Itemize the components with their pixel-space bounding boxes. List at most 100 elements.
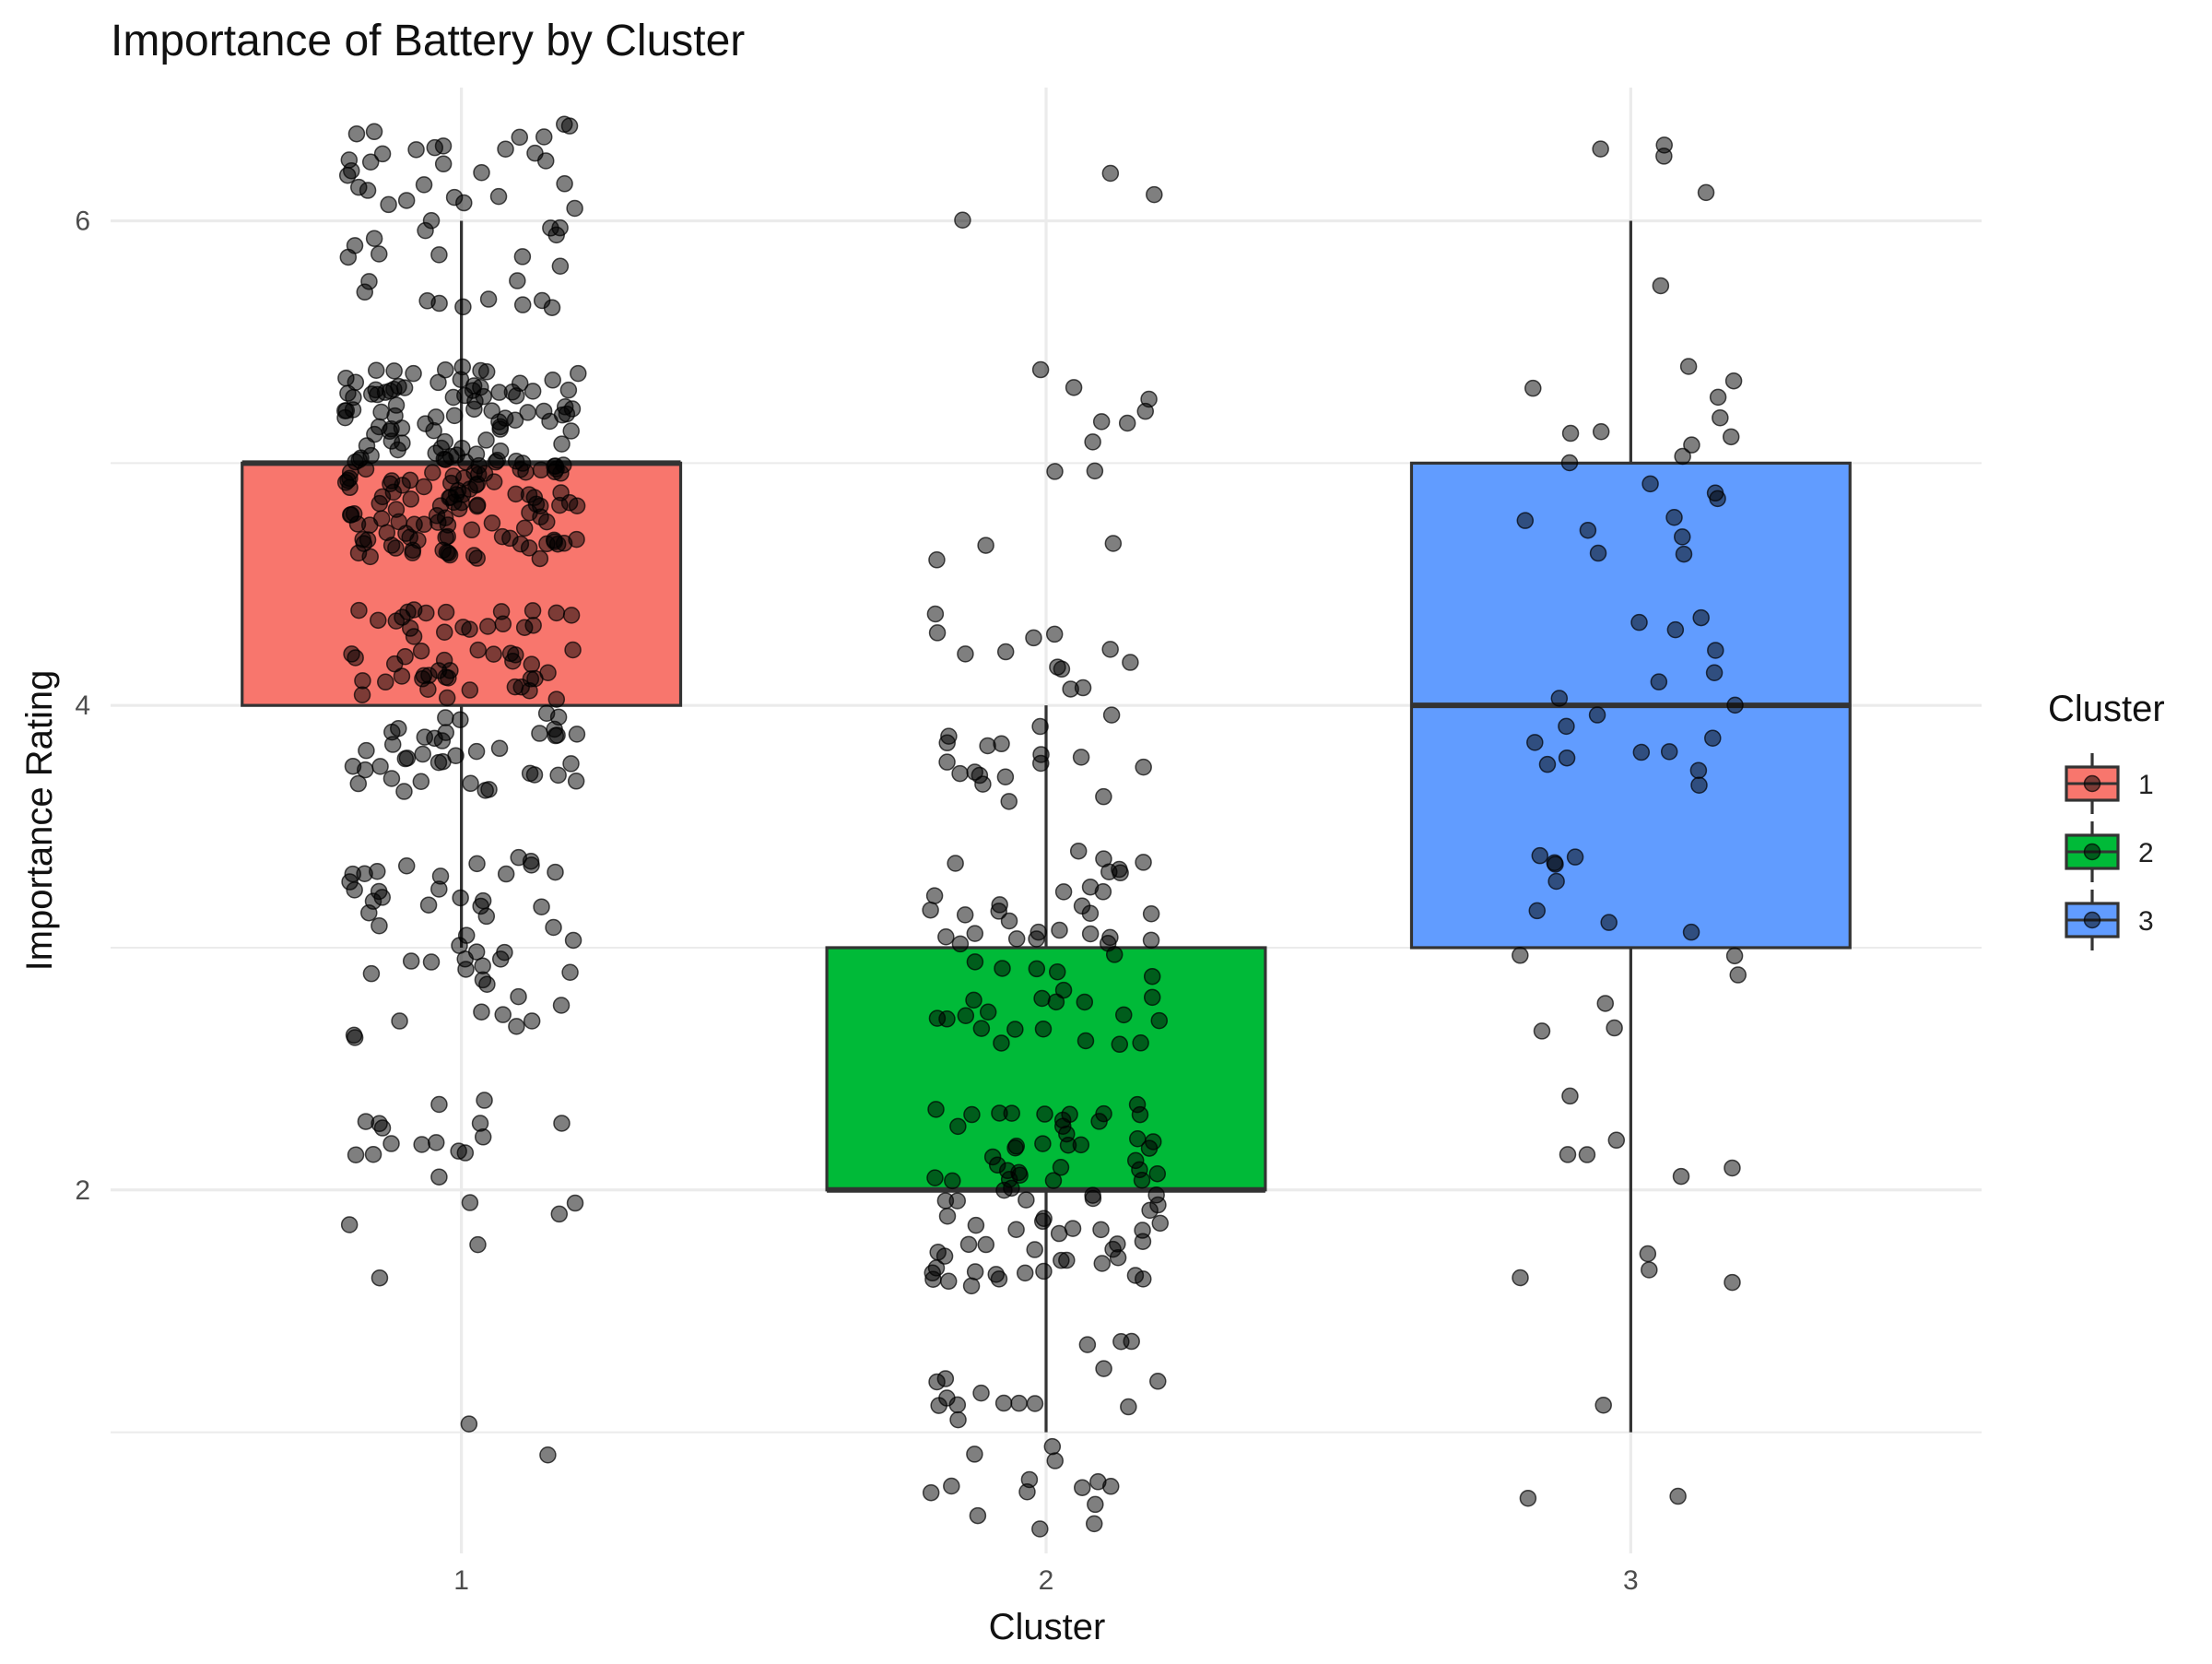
data-point xyxy=(339,471,357,490)
data-point xyxy=(1011,1166,1029,1185)
data-point xyxy=(345,1026,363,1044)
data-point xyxy=(429,753,448,772)
data-point xyxy=(1007,1221,1025,1238)
data-point xyxy=(928,1373,946,1391)
data-point xyxy=(1104,535,1123,552)
data-point xyxy=(1666,620,1685,639)
data-point xyxy=(966,763,983,781)
data-point xyxy=(1725,947,1744,965)
data-point xyxy=(524,383,542,400)
data-point xyxy=(1143,988,1161,1007)
data-point xyxy=(1034,1020,1053,1038)
data-point xyxy=(1010,1394,1028,1412)
data-point xyxy=(418,292,436,310)
data-point xyxy=(350,451,368,469)
data-point xyxy=(513,296,532,313)
data-point xyxy=(1142,931,1160,950)
data-point xyxy=(478,975,496,993)
data-point xyxy=(397,857,416,875)
data-point xyxy=(1692,608,1710,627)
data-point xyxy=(556,115,573,134)
data-point xyxy=(994,960,1011,977)
data-point xyxy=(391,1012,408,1030)
data-point xyxy=(510,848,527,867)
data-point xyxy=(503,384,522,401)
data-point xyxy=(1058,1251,1076,1269)
data-point xyxy=(963,1105,981,1124)
data-point xyxy=(562,422,580,440)
data-point xyxy=(485,473,503,490)
data-point xyxy=(940,727,958,745)
data-point xyxy=(469,641,487,659)
data-point xyxy=(1069,842,1088,860)
legend-entry-3: 3 xyxy=(2065,890,2154,950)
data-point xyxy=(497,140,514,158)
data-point xyxy=(549,766,567,785)
data-point xyxy=(522,670,540,688)
data-point xyxy=(937,928,955,946)
data-point xyxy=(566,1194,584,1212)
data-point xyxy=(1031,1520,1049,1538)
data-point xyxy=(1093,1255,1112,1272)
data-point xyxy=(357,761,374,779)
data-point xyxy=(996,768,1015,785)
data-point xyxy=(1655,148,1673,165)
data-point xyxy=(1101,164,1120,183)
data-point xyxy=(468,855,486,873)
data-point xyxy=(938,1010,956,1028)
x-tick-label-2: 2 xyxy=(1039,1565,1054,1596)
data-point xyxy=(339,248,358,266)
data-point xyxy=(1561,1087,1579,1105)
data-point xyxy=(1102,706,1121,724)
box-cluster-2 xyxy=(825,946,1267,1192)
data-point xyxy=(538,513,556,531)
data-point xyxy=(988,1156,1006,1174)
data-point xyxy=(926,1169,944,1186)
data-point xyxy=(367,361,385,380)
data-point xyxy=(524,602,542,620)
data-point xyxy=(524,617,542,634)
data-point xyxy=(954,211,971,230)
data-point xyxy=(1538,755,1557,773)
data-point xyxy=(1031,717,1049,736)
data-point xyxy=(1059,1136,1077,1154)
data-point xyxy=(343,645,360,663)
data-point xyxy=(1641,1261,1658,1279)
data-point xyxy=(436,623,453,641)
data-point xyxy=(1547,856,1564,873)
data-point xyxy=(371,494,389,513)
data-point xyxy=(1550,690,1569,707)
data-point xyxy=(1035,1262,1053,1280)
data-point xyxy=(1028,960,1046,978)
data-point xyxy=(969,1506,987,1525)
data-point xyxy=(396,749,415,768)
data-point xyxy=(532,461,550,479)
data-point xyxy=(342,506,360,524)
data-point xyxy=(382,770,401,787)
data-point xyxy=(373,1119,392,1137)
data-point xyxy=(1149,1373,1167,1390)
data-point xyxy=(1078,1336,1097,1353)
data-point xyxy=(413,1136,430,1153)
data-point xyxy=(438,543,456,561)
data-point xyxy=(1092,413,1111,431)
data-point xyxy=(360,273,378,290)
data-point xyxy=(1132,1034,1149,1052)
data-point xyxy=(430,246,448,264)
data-point xyxy=(476,1092,493,1109)
data-point xyxy=(993,1034,1010,1052)
data-point xyxy=(477,363,496,381)
data-point xyxy=(521,503,538,522)
data-point xyxy=(1594,1396,1612,1414)
data-point xyxy=(972,1384,990,1402)
data-point xyxy=(494,1006,512,1023)
data-point xyxy=(370,611,387,630)
data-point xyxy=(1140,1139,1159,1157)
data-point xyxy=(547,863,564,881)
data-point xyxy=(507,646,524,664)
data-point xyxy=(1134,1221,1151,1239)
data-point xyxy=(497,865,515,883)
data-point xyxy=(485,645,502,663)
data-point xyxy=(1054,883,1073,901)
